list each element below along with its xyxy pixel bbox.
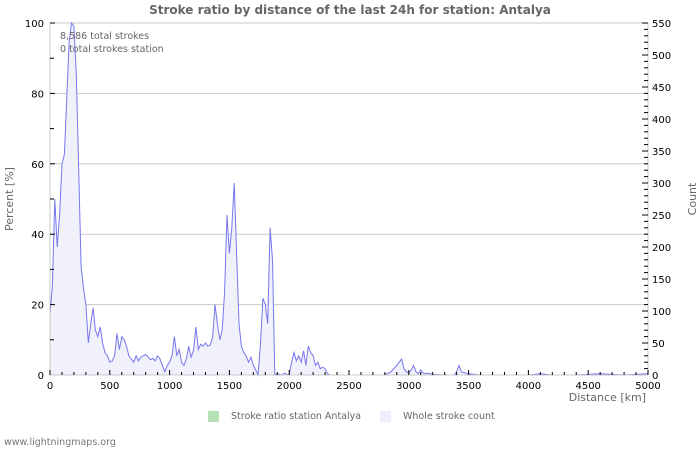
y-right-tick-label: 350 bbox=[652, 147, 671, 158]
legend-item-whole-count: Whole stroke count bbox=[380, 411, 495, 422]
y-right-tick-label: 50 bbox=[652, 339, 665, 350]
x-tick-label: 1500 bbox=[217, 381, 242, 392]
y-right-tick-label: 300 bbox=[652, 179, 671, 190]
x-tick-label: 3500 bbox=[456, 381, 481, 392]
y-left-tick-label: 60 bbox=[31, 160, 44, 171]
x-tick-label: 4000 bbox=[516, 381, 541, 392]
x-tick-label: 2000 bbox=[276, 381, 301, 392]
y-right-tick-label: 400 bbox=[652, 115, 671, 126]
y-right-tick-label: 250 bbox=[652, 211, 671, 222]
whole-count-legend-label: Whole stroke count bbox=[403, 411, 495, 422]
x-tick-label: 3000 bbox=[396, 381, 421, 392]
total-strokes-text: 8,586 total strokes bbox=[60, 31, 150, 42]
x-tick-label: 4500 bbox=[575, 381, 600, 392]
y-right-tick-label: 150 bbox=[652, 275, 671, 286]
y-left-tick-label: 40 bbox=[31, 230, 44, 241]
y-left-tick-label: 20 bbox=[31, 301, 44, 312]
y-right-tick-label: 450 bbox=[652, 83, 671, 94]
y-left-tick-label: 80 bbox=[31, 89, 44, 100]
whole-count-swatch bbox=[380, 411, 391, 422]
x-tick-label: 1000 bbox=[157, 381, 182, 392]
footer-site-link[interactable]: www.lightningmaps.org bbox=[4, 437, 116, 448]
legend-item-station-ratio: Stroke ratio station Antalya bbox=[208, 411, 361, 422]
station-ratio-legend-label: Stroke ratio station Antalya bbox=[231, 411, 362, 422]
station-ratio-swatch bbox=[208, 411, 219, 422]
y-right-tick-label: 500 bbox=[652, 51, 671, 62]
stroke-totals: 8,586 total strokes 0 total strokes stat… bbox=[60, 30, 164, 56]
x-tick-label: 500 bbox=[100, 381, 119, 392]
axes: 0204060801000501001502002503003504004505… bbox=[25, 19, 671, 392]
y-right-tick-label: 100 bbox=[652, 307, 671, 318]
y-axis-right-title: Count bbox=[686, 182, 699, 215]
y-left-tick-label: 100 bbox=[25, 19, 44, 30]
grid-lines bbox=[50, 22, 648, 376]
x-tick-label: 2500 bbox=[336, 381, 361, 392]
x-tick-label: 0 bbox=[47, 381, 53, 392]
x-tick-label: 5000 bbox=[635, 381, 660, 392]
y-right-tick-label: 200 bbox=[652, 243, 671, 254]
whole-stroke-count-line bbox=[49, 21, 649, 377]
y-left-tick-label: 0 bbox=[38, 371, 44, 382]
y-right-tick-label: 550 bbox=[652, 19, 671, 30]
total-strokes-station-text: 0 total strokes station bbox=[60, 44, 164, 55]
x-axis-title: Distance [km] bbox=[569, 391, 646, 404]
y-right-tick-label: 0 bbox=[652, 371, 658, 382]
whole-stroke-count-area bbox=[50, 23, 648, 375]
y-axis-left-title: Percent [%] bbox=[3, 167, 16, 231]
chart-title: Stroke ratio by distance of the last 24h… bbox=[149, 3, 551, 17]
